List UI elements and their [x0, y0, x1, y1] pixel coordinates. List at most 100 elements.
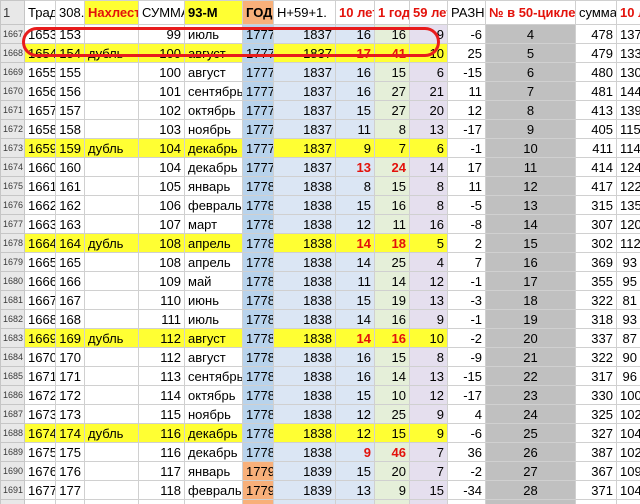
cell-god[interactable]: 1778	[242, 195, 274, 215]
cell-59-let[interactable]: 8	[409, 347, 448, 367]
cell-razn[interactable]: -8	[447, 214, 486, 234]
cell-n-v-50-cycle[interactable]: 9	[485, 119, 576, 139]
cell-trad[interactable]: 1653	[24, 24, 56, 44]
cell-59-let[interactable]: 10	[409, 43, 448, 63]
cell-god[interactable]: 1778	[242, 328, 274, 348]
cell-trad[interactable]: 1675	[24, 442, 56, 462]
cell-59-let[interactable]: 13	[409, 366, 448, 386]
cell-59-let[interactable]: 6	[409, 138, 448, 158]
row-number[interactable]: 1691	[0, 480, 25, 500]
cell-summa-2[interactable]: 405	[575, 119, 617, 139]
cell-n59[interactable]: 1838	[273, 366, 336, 386]
cell-razn[interactable]: -1	[447, 271, 486, 291]
cell-n59[interactable]: 1839	[273, 461, 336, 481]
col-header-10-let[interactable]: 10 лет	[335, 0, 375, 25]
cell-summa-2[interactable]: 369	[575, 252, 617, 272]
col-header-god[interactable]: ГОД	[242, 0, 274, 25]
cell-10-let-2[interactable]: 137	[616, 24, 640, 44]
cell-59-let[interactable]: 9	[409, 404, 448, 424]
cell-1-god[interactable]: 15	[374, 176, 410, 196]
cell-n-v-50-cycle[interactable]: 17	[485, 271, 576, 291]
row-number[interactable]: 1683	[0, 328, 25, 348]
cell-trad[interactable]: 1663	[24, 214, 56, 234]
cell-nakhlest[interactable]	[84, 252, 139, 272]
row-number[interactable]: 1667	[0, 24, 25, 44]
cell-n59[interactable]: 1838	[273, 423, 336, 443]
cell-nakhlest[interactable]	[84, 24, 139, 44]
cell-nakhlest[interactable]: дубль	[84, 43, 139, 63]
cell-nakhlest[interactable]	[84, 366, 139, 386]
cell-308[interactable]: 162	[55, 195, 85, 215]
row-number[interactable]: 1678	[0, 233, 25, 253]
cell-nakhlest[interactable]: дубль	[84, 423, 139, 443]
cell-308[interactable]: 168	[55, 309, 85, 329]
cell-trad[interactable]: 1678	[24, 499, 56, 504]
cell-n-v-50-cycle[interactable]: 24	[485, 404, 576, 424]
cell-n59[interactable]: 1838	[273, 328, 336, 348]
cell-god[interactable]: 1777	[242, 24, 274, 44]
cell-10-let[interactable]: 9	[335, 442, 375, 462]
row-number[interactable]: 1687	[0, 404, 25, 424]
cell-n59[interactable]: 1837	[273, 100, 336, 120]
cell-summa-2[interactable]: 371	[575, 480, 617, 500]
cell-1-god[interactable]: 12	[374, 499, 410, 504]
cell-summa-2[interactable]: 327	[575, 423, 617, 443]
cell-n59[interactable]: 1838	[273, 271, 336, 291]
cell-summa-2[interactable]: 325	[575, 404, 617, 424]
cell-summa-2[interactable]: 355	[575, 271, 617, 291]
cell-summa-2[interactable]: 387	[575, 442, 617, 462]
row-number[interactable]: 1689	[0, 442, 25, 462]
cell-10-let-2[interactable]: 90	[616, 347, 640, 367]
cell-1-god[interactable]: 25	[374, 252, 410, 272]
cell-n-v-50-cycle[interactable]: 8	[485, 100, 576, 120]
cell-1-god[interactable]: 9	[374, 480, 410, 500]
cell-razn[interactable]: -2	[447, 461, 486, 481]
cell-10-let[interactable]: 11	[335, 271, 375, 291]
cell-n59[interactable]: 1837	[273, 119, 336, 139]
cell-n-v-50-cycle[interactable]: 13	[485, 195, 576, 215]
cell-summa-2[interactable]: 317	[575, 366, 617, 386]
cell-10-let-2[interactable]: 114	[616, 138, 640, 158]
cell-10-let-2[interactable]: 115	[616, 119, 640, 139]
cell-nakhlest[interactable]	[84, 157, 139, 177]
cell-summa[interactable]: 111	[138, 309, 185, 329]
cell-trad[interactable]: 1657	[24, 100, 56, 120]
cell-nakhlest[interactable]	[84, 442, 139, 462]
cell-308[interactable]: 155	[55, 62, 85, 82]
cell-308[interactable]: 170	[55, 347, 85, 367]
cell-n59[interactable]: 1837	[273, 24, 336, 44]
cell-1-god[interactable]: 10	[374, 385, 410, 405]
cell-month[interactable]: апрель	[184, 252, 243, 272]
cell-308[interactable]: 178	[55, 499, 85, 504]
cell-trad[interactable]: 1665	[24, 252, 56, 272]
cell-n-v-50-cycle[interactable]: 25	[485, 423, 576, 443]
cell-308[interactable]: 164	[55, 233, 85, 253]
cell-10-let-2[interactable]: 122	[616, 176, 640, 196]
cell-308[interactable]: 176	[55, 461, 85, 481]
row-number[interactable]: 1690	[0, 461, 25, 481]
cell-month[interactable]: март	[184, 214, 243, 234]
cell-razn[interactable]: -34	[447, 480, 486, 500]
cell-1-god[interactable]: 25	[374, 404, 410, 424]
cell-n59[interactable]: 1838	[273, 309, 336, 329]
cell-1-god[interactable]: 14	[374, 366, 410, 386]
row-number[interactable]: 1	[0, 0, 25, 25]
cell-nakhlest[interactable]	[84, 119, 139, 139]
cell-razn[interactable]: -2	[447, 328, 486, 348]
cell-n59[interactable]: 1837	[273, 81, 336, 101]
cell-razn[interactable]: 2	[447, 233, 486, 253]
cell-59-let[interactable]: 20	[409, 100, 448, 120]
cell-razn[interactable]: -6	[447, 24, 486, 44]
cell-n59[interactable]: 1838	[273, 385, 336, 405]
cell-trad[interactable]: 1673	[24, 404, 56, 424]
cell-summa[interactable]: 100	[138, 43, 185, 63]
cell-59-let[interactable]: 10	[409, 328, 448, 348]
cell-59-let[interactable]: 8	[409, 195, 448, 215]
cell-razn[interactable]: -6	[447, 423, 486, 443]
cell-summa[interactable]: 112	[138, 347, 185, 367]
cell-month[interactable]: август	[184, 328, 243, 348]
cell-10-let[interactable]: 16	[335, 366, 375, 386]
cell-1-god[interactable]: 19	[374, 290, 410, 310]
cell-razn[interactable]: -1	[447, 138, 486, 158]
cell-10-let-2[interactable]: 109	[616, 499, 640, 504]
